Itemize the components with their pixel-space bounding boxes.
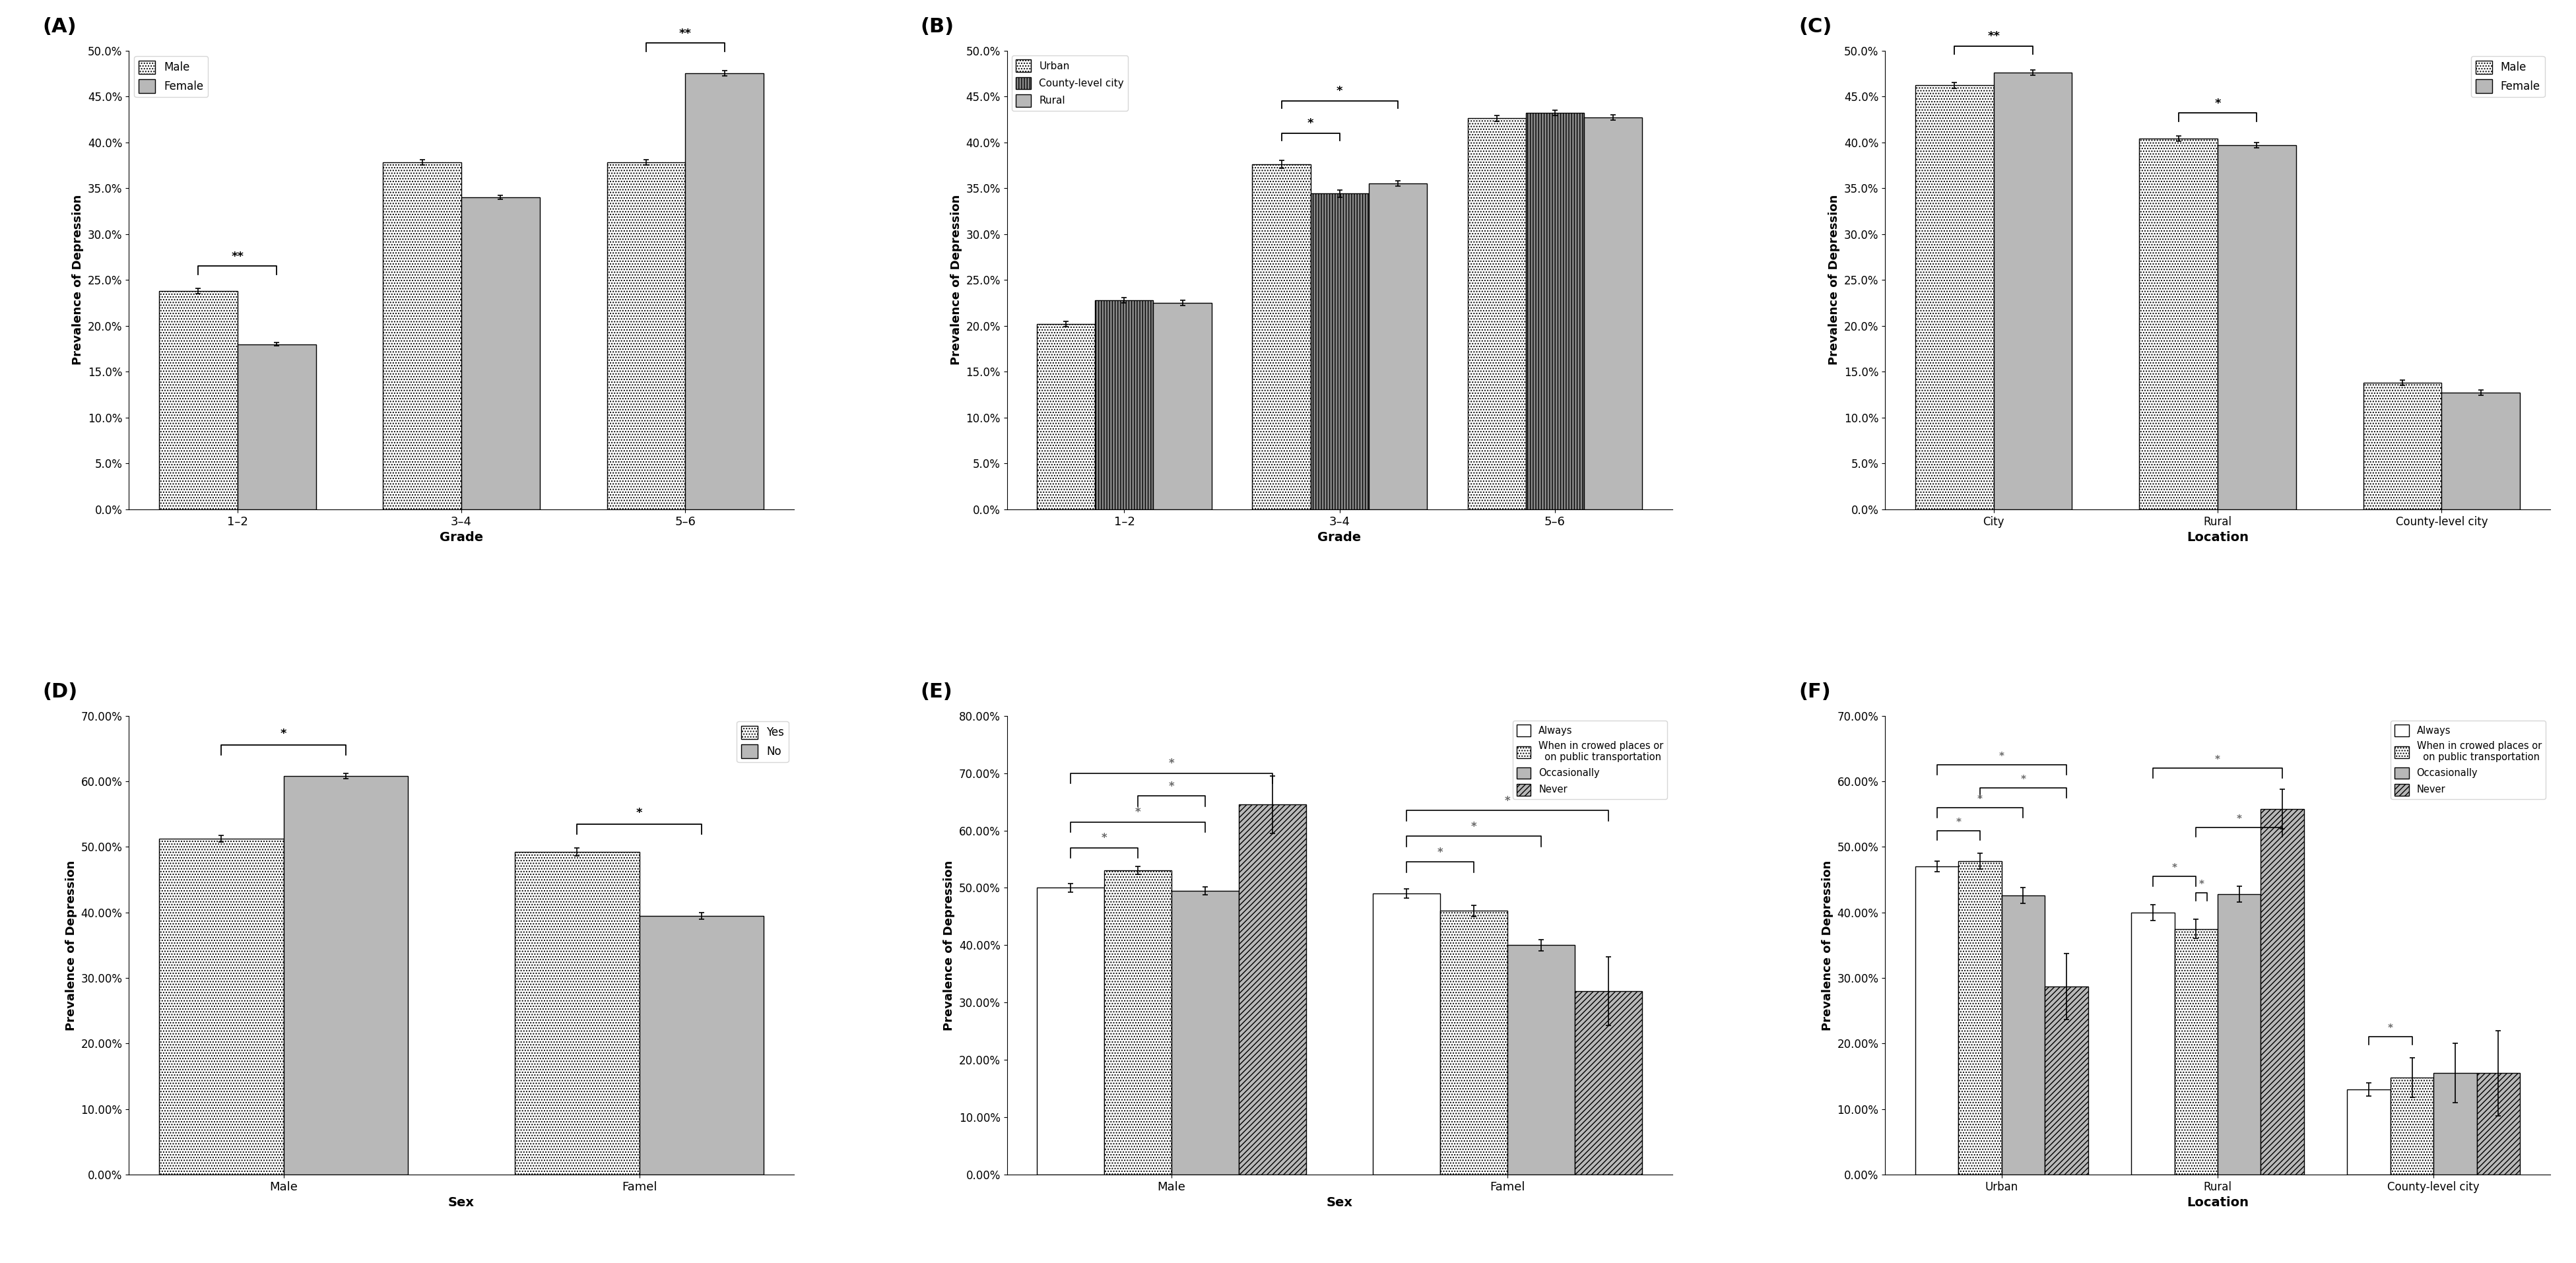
Text: *: * [1309,117,1314,129]
Bar [2174,928,2218,1175]
Bar [639,916,765,1175]
Y-axis label: Prevalence of Depression: Prevalence of Depression [951,195,963,365]
Y-axis label: Prevalence of Depression: Prevalence of Depression [72,195,85,365]
Bar [1525,112,1584,509]
Bar [1105,870,1172,1175]
Y-axis label: Prevalence of Depression: Prevalence of Depression [943,860,956,1031]
Bar [1994,72,2071,509]
Legend: Male, Female: Male, Female [134,56,209,97]
Text: *: * [1504,796,1510,807]
Text: (B): (B) [920,16,953,37]
Text: (F): (F) [1798,682,1832,701]
X-axis label: Location: Location [2187,1196,2249,1209]
Bar [160,290,237,509]
Bar [1038,325,1095,509]
Y-axis label: Prevalence of Depression: Prevalence of Depression [1821,860,1834,1031]
Text: **: ** [1986,30,1999,42]
Text: *: * [1337,86,1342,97]
Bar [237,344,317,509]
Bar [2362,383,2442,509]
Bar [1172,890,1239,1175]
Bar [1507,945,1574,1175]
Bar [2442,393,2519,509]
Bar [1468,119,1525,509]
Bar [461,197,541,509]
Text: *: * [1437,846,1443,859]
Bar [1914,86,1994,509]
Bar [2218,145,2295,509]
Legend: Always, When in crowed places or
  on public transportation, Occasionally, Never: Always, When in crowed places or on publ… [2391,721,2545,799]
Text: *: * [1170,781,1175,793]
Text: (A): (A) [41,16,77,37]
Bar [2391,1077,2434,1175]
Bar [515,853,639,1175]
Bar [2045,986,2089,1175]
Bar [1368,183,1427,509]
Bar [1914,866,1958,1175]
Bar [2347,1090,2391,1175]
Bar [1095,301,1154,509]
Legend: Male, Female: Male, Female [2470,56,2545,97]
Text: **: ** [680,28,693,39]
Text: *: * [2215,97,2221,109]
Bar [1574,991,1641,1175]
Bar [1038,888,1105,1175]
Text: *: * [1103,832,1108,844]
Text: *: * [1978,794,1984,805]
Text: *: * [1471,821,1476,832]
X-axis label: Grade: Grade [440,532,484,544]
Text: *: * [2388,1024,2393,1033]
X-axis label: Sex: Sex [1327,1196,1352,1209]
Legend: Always, When in crowed places or
  on public transportation, Occasionally, Never: Always, When in crowed places or on publ… [1512,721,1667,799]
Bar [1239,805,1306,1175]
Bar [2002,895,2045,1175]
Bar [685,73,765,509]
Y-axis label: Prevalence of Depression: Prevalence of Depression [1829,195,1839,365]
Text: *: * [2020,774,2025,784]
Text: (C): (C) [1798,16,1832,37]
Legend: Yes, No: Yes, No [737,721,788,763]
Text: (D): (D) [41,682,77,701]
Y-axis label: Prevalence of Depression: Prevalence of Depression [64,860,77,1031]
Bar [2138,139,2218,509]
Bar [2218,894,2262,1175]
Bar [1440,911,1507,1175]
Text: *: * [636,807,641,818]
Bar [1311,193,1368,509]
X-axis label: Location: Location [2187,532,2249,544]
Text: *: * [2236,815,2241,823]
Bar [2262,808,2303,1175]
Text: *: * [2172,863,2177,873]
Text: *: * [2215,755,2221,765]
Text: *: * [1955,817,1960,827]
Bar [1252,164,1311,509]
Text: *: * [281,729,286,740]
Bar [1958,861,2002,1175]
X-axis label: Grade: Grade [1319,532,1360,544]
Text: *: * [1170,758,1175,769]
Bar [2434,1074,2476,1175]
Bar [1584,117,1641,509]
Bar [1154,303,1211,509]
X-axis label: Sex: Sex [448,1196,474,1209]
Bar [384,163,461,509]
Bar [1373,893,1440,1175]
Text: (E): (E) [920,682,953,701]
Text: **: ** [232,250,245,263]
Text: *: * [1136,807,1141,818]
Legend: Urban, County-level city, Rural: Urban, County-level city, Rural [1012,56,1128,111]
Bar [283,775,407,1175]
Bar [2130,912,2174,1175]
Bar [2476,1074,2519,1175]
Bar [608,163,685,509]
Text: *: * [1999,751,2004,762]
Text: *: * [2200,879,2205,889]
Bar [160,839,283,1175]
